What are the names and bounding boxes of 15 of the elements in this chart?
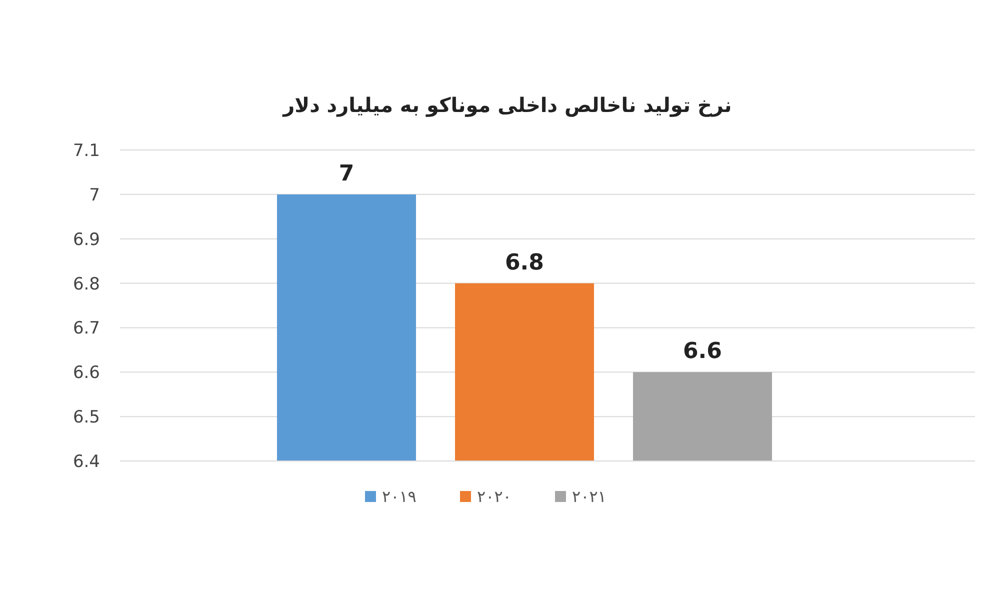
data-label: 7 xyxy=(338,161,354,186)
y-tick-label: 6.6 xyxy=(72,363,100,384)
y-tick-label: 6.7 xyxy=(72,318,100,339)
legend-label: ۲۰۱۹ xyxy=(382,487,416,506)
y-tick-label: 7.1 xyxy=(72,141,100,161)
data-label: 6.6 xyxy=(683,339,722,364)
y-tick-label: 6.5 xyxy=(72,408,100,428)
legend-label: ۲۰۲۰ xyxy=(477,487,512,506)
y-tick-label: 6.4 xyxy=(72,452,100,472)
chart-title: نرخ تولید ناخالص داخلی موناکو به میلیارد دلار xyxy=(282,93,732,117)
y-tick-label: 6.8 xyxy=(72,274,100,294)
y-tick-label: 6.9 xyxy=(72,230,100,250)
y-tick-label: 7 xyxy=(89,185,100,206)
data-label: 6.8 xyxy=(505,250,544,276)
legend-label: ۲۰۲۱ xyxy=(572,487,606,506)
